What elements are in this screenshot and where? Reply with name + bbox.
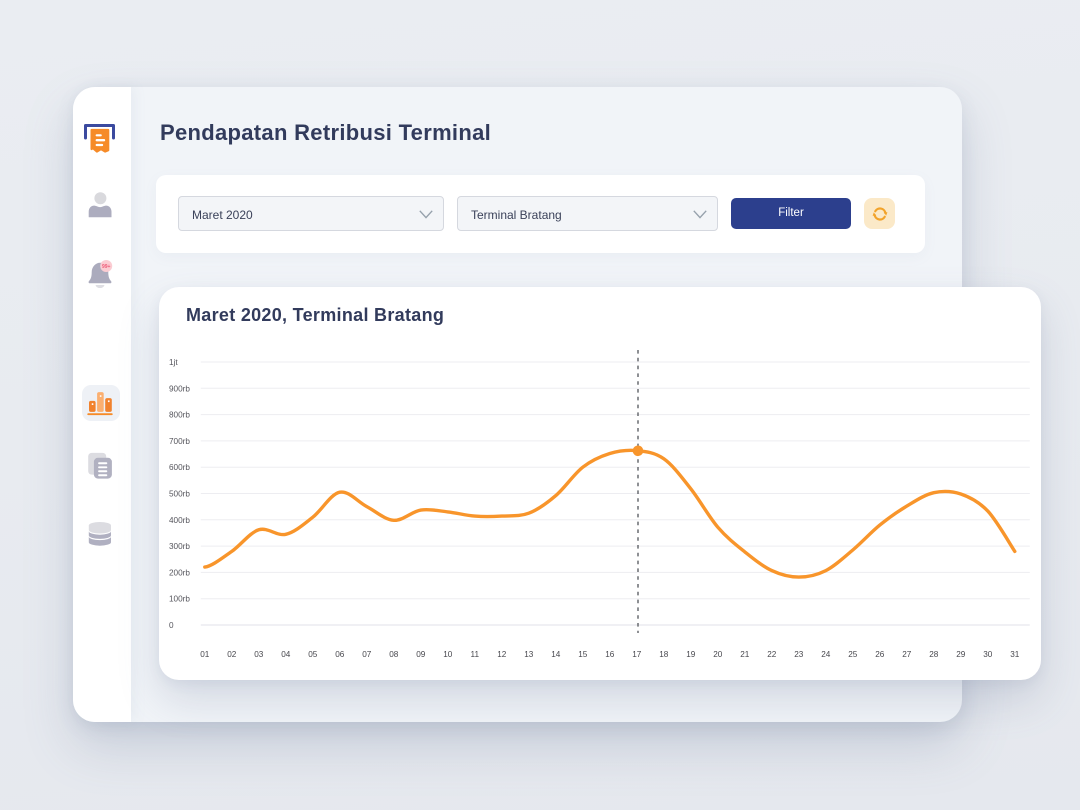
svg-text:28: 28 (929, 650, 939, 659)
svg-text:05: 05 (308, 650, 318, 659)
svg-text:99+: 99+ (102, 264, 111, 270)
svg-text:23: 23 (794, 650, 804, 659)
svg-text:0: 0 (169, 621, 174, 630)
svg-text:25: 25 (848, 650, 858, 659)
svg-text:04: 04 (281, 650, 291, 659)
svg-text:19: 19 (686, 650, 696, 659)
svg-text:17: 17 (632, 650, 642, 659)
svg-text:07: 07 (362, 650, 372, 659)
svg-text:700rb: 700rb (169, 437, 190, 446)
svg-text:600rb: 600rb (169, 463, 190, 472)
svg-text:27: 27 (902, 650, 912, 659)
svg-text:01: 01 (200, 650, 210, 659)
svg-text:21: 21 (740, 650, 750, 659)
svg-text:03: 03 (254, 650, 264, 659)
svg-text:02: 02 (227, 650, 237, 659)
svg-text:29: 29 (956, 650, 966, 659)
svg-text:26: 26 (875, 650, 885, 659)
svg-text:12: 12 (497, 650, 507, 659)
svg-text:16: 16 (605, 650, 615, 659)
svg-text:22: 22 (767, 650, 777, 659)
svg-text:100rb: 100rb (169, 595, 190, 604)
svg-text:11: 11 (471, 650, 480, 659)
svg-text:09: 09 (416, 650, 426, 659)
svg-text:31: 31 (1010, 650, 1020, 659)
svg-text:800rb: 800rb (169, 411, 190, 420)
svg-text:200rb: 200rb (169, 568, 190, 577)
svg-text:08: 08 (389, 650, 399, 659)
svg-text:06: 06 (335, 650, 345, 659)
svg-text:500rb: 500rb (169, 490, 190, 499)
svg-text:400rb: 400rb (169, 516, 190, 525)
svg-text:24: 24 (821, 650, 831, 659)
svg-text:30: 30 (983, 650, 993, 659)
svg-text:20: 20 (713, 650, 723, 659)
svg-text:10: 10 (443, 650, 453, 659)
svg-text:300rb: 300rb (169, 542, 190, 551)
svg-text:18: 18 (659, 650, 669, 659)
svg-text:14: 14 (551, 650, 561, 659)
svg-text:900rb: 900rb (169, 384, 190, 393)
svg-text:13: 13 (524, 650, 534, 659)
svg-text:1jt: 1jt (169, 358, 178, 367)
svg-text:15: 15 (578, 650, 588, 659)
